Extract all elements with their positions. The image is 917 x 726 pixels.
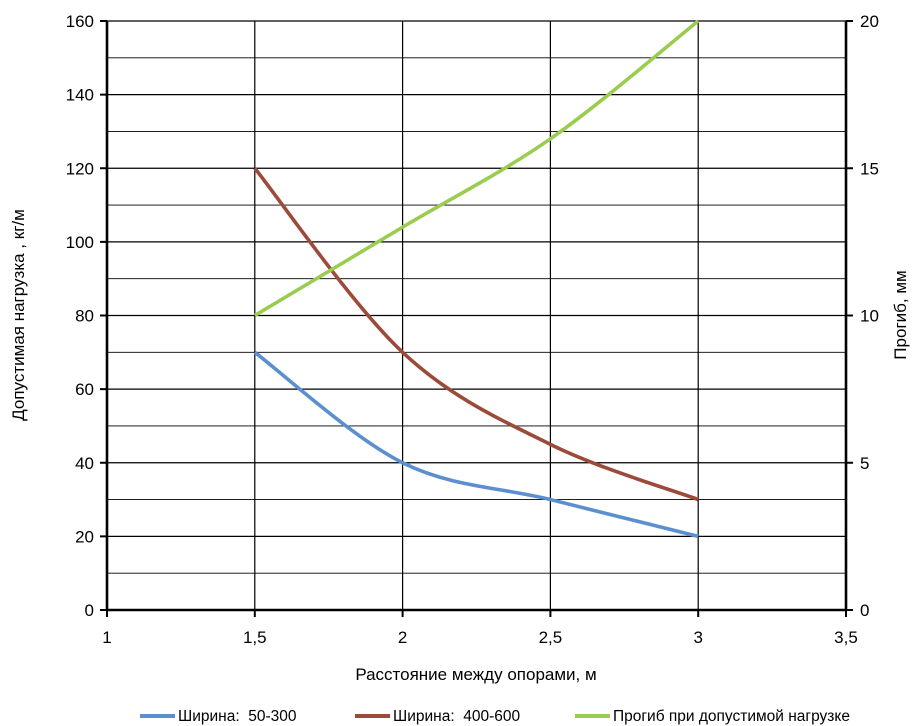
series-line-width-50-300 [253,350,699,539]
y-tick-label: 160 [66,12,94,31]
y-tick-label: 0 [85,601,94,620]
tick-marks [100,20,853,617]
series-lines [253,19,700,539]
legend-item-deflection: Прогиб при допустимой нагрузке [575,708,850,725]
x-tick-label: 3,5 [834,628,858,647]
legend-label: Прогиб при допустимой нагрузке [613,708,850,725]
y-tick-label: 140 [66,86,94,105]
tick-labels: 0 20 40 60 80 100 120 140 160 0 5 10 15 20 1 1,5 2 2,5 3 3,… [66,12,879,647]
y2-tick-label: 20 [860,12,879,31]
series-line-width-400-600 [253,167,699,502]
y-tick-label: 120 [66,159,94,178]
y2-tick-label: 10 [860,307,879,326]
y2-tick-label: 15 [860,159,879,178]
y-tick-label: 40 [75,454,94,473]
x-tick-label: 3 [693,628,702,647]
y-tick-label: 20 [75,527,94,546]
y-tick-label: 60 [75,380,94,399]
y-tick-label: 100 [66,233,94,252]
y2-axis-title: Прогиб, мм [891,270,910,359]
legend-label: Ширина: 50-300 [178,708,297,725]
y2-tick-label: 0 [860,601,869,620]
y2-tick-label: 5 [860,454,869,473]
series-line-deflection [253,19,700,318]
legend-item-width-50-300: Ширина: 50-300 [140,708,297,725]
x-tick-label: 2,5 [539,628,563,647]
x-axis-title: Расстояние между опорами, м [355,665,596,684]
y-axis-title: Допустимая нагрузка , кг/м [9,209,28,421]
x-tick-label: 2 [398,628,407,647]
legend-label: Ширина: 400-600 [393,708,521,725]
legend-item-width-400-600: Ширина: 400-600 [355,708,521,725]
legend: Ширина: 50-300 Ширина: 400-600 Прогиб пр… [140,708,850,725]
x-tick-label: 1,5 [243,628,267,647]
y-tick-label: 80 [75,307,94,326]
x-tick-label: 1 [102,628,111,647]
